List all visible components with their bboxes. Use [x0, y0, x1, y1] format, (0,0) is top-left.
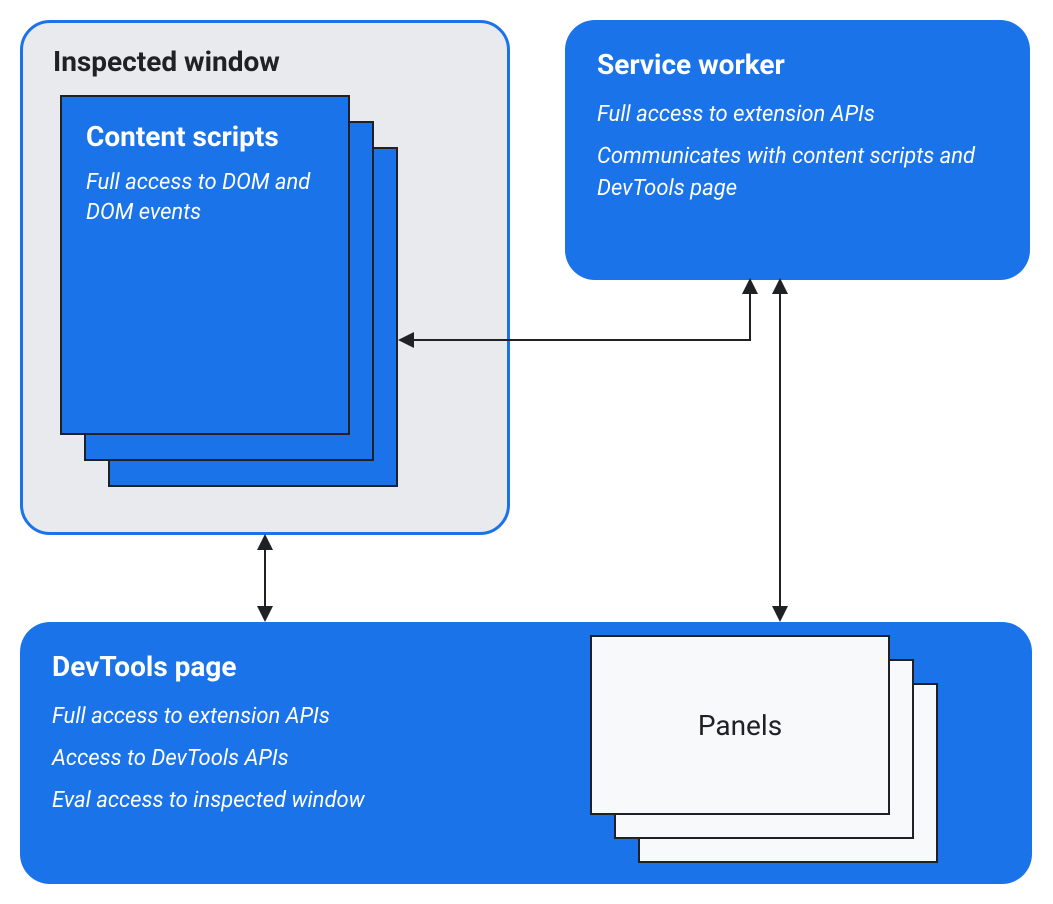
service-worker-title: Service worker [597, 48, 998, 81]
panels-label: Panels [698, 709, 782, 742]
service-worker-box: Service worker Full access to extension … [565, 20, 1030, 280]
inspected-window-title: Inspected window [53, 45, 477, 78]
panel-card-front: Panels [590, 635, 890, 815]
content-scripts-card-front: Content scripts Full access to DOM and D… [60, 95, 350, 435]
content-scripts-desc: Full access to DOM and DOM events [86, 168, 324, 227]
service-worker-desc-0: Full access to extension APIs [597, 99, 998, 131]
content-scripts-title: Content scripts [86, 119, 324, 154]
architecture-diagram: Inspected window Content scripts Full ac… [0, 0, 1053, 904]
service-worker-desc-1: Communicates with content scripts and De… [597, 141, 998, 205]
